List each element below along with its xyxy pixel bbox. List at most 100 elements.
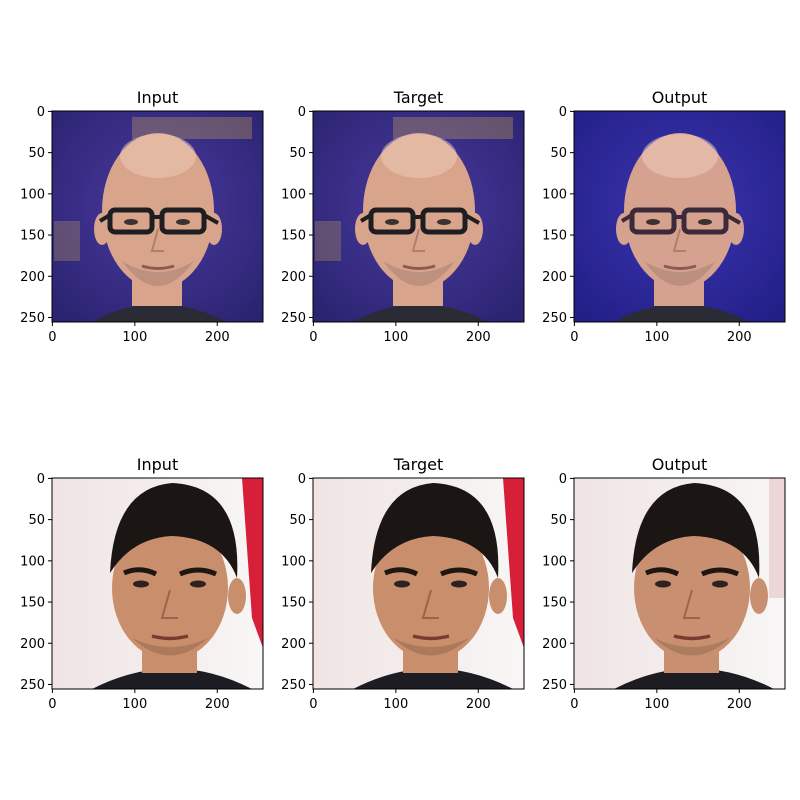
scalp-highlight (642, 134, 718, 178)
x-tick-label: 200 (205, 697, 230, 712)
x-tick-label: 200 (205, 330, 230, 345)
y-tick-label: 100 (542, 187, 567, 202)
panel-output: Output 0 100 200 0 50 100 150 200 250 (542, 455, 786, 712)
face-photo (574, 478, 785, 689)
scalp-highlight (381, 134, 457, 178)
mouth (151, 634, 189, 641)
head (102, 133, 214, 289)
suit (92, 304, 227, 322)
mouth (412, 634, 450, 641)
ear (489, 578, 507, 614)
y-tick-label: 150 (542, 596, 567, 611)
x-tick-label: 200 (466, 697, 491, 712)
head (363, 133, 475, 289)
nose (672, 228, 686, 252)
eyebrow (644, 567, 680, 577)
eyebrow (178, 567, 218, 577)
y-tick-label: 250 (20, 678, 45, 693)
x-tick-label: 100 (122, 697, 147, 712)
y-tick-label: 0 (37, 472, 45, 487)
x-tick-label: 100 (644, 697, 669, 712)
y-tick-label: 150 (20, 229, 45, 244)
eye (451, 580, 467, 588)
glasses-lens (368, 207, 416, 235)
eye (712, 580, 728, 588)
glasses-temple (203, 213, 219, 225)
panel-input: Input 0 100 200 0 50 100 150 200 250 (20, 455, 264, 712)
panel-title: Target (393, 455, 444, 474)
y-tick-label: 150 (20, 596, 45, 611)
beard-stubble (122, 261, 194, 286)
axes-frame (573, 477, 786, 690)
panel-title: Output (652, 455, 708, 474)
mouth (141, 264, 175, 270)
suit (353, 304, 488, 322)
x-tick-label: 200 (727, 697, 752, 712)
x-tick-label: 0 (48, 330, 56, 345)
beard-stubble (132, 638, 208, 656)
mouth (673, 634, 711, 641)
face-photo (313, 111, 524, 322)
axes-frame (51, 477, 264, 690)
backdrop-banner (54, 221, 80, 261)
shirt (92, 668, 252, 689)
nose (411, 228, 425, 252)
eye (698, 219, 712, 225)
x-tick-label: 0 (309, 697, 317, 712)
head (624, 133, 736, 289)
hair (371, 483, 499, 578)
glasses-temple (620, 213, 634, 223)
x-tick-label: 0 (48, 697, 56, 712)
eye (655, 580, 671, 588)
y-tick-label: 100 (281, 554, 306, 569)
y-tick-label: 150 (542, 229, 567, 244)
glasses-lens (107, 207, 155, 235)
nose (160, 589, 178, 619)
y-tick-label: 150 (281, 596, 306, 611)
glasses-temple (359, 213, 373, 223)
y-tick-label: 0 (298, 105, 306, 120)
ear (355, 213, 371, 245)
glasses-temple (725, 213, 741, 225)
eyebrow (383, 567, 419, 577)
panel-title: Input (137, 455, 178, 474)
panel-target: Target 0 100 200 0 50 100 150 200 250 (281, 455, 525, 712)
glasses-lens (681, 207, 729, 235)
backdrop-red (769, 478, 785, 598)
beard-stubble (383, 261, 455, 286)
y-tick-label: 150 (281, 229, 306, 244)
beard-stubble (654, 638, 730, 656)
x-tick-label: 100 (383, 330, 408, 345)
shirt (614, 668, 774, 689)
face-photo (313, 478, 524, 689)
eye (124, 219, 138, 225)
face-photo (574, 111, 785, 322)
eyebrow (122, 567, 158, 577)
y-tick-label: 0 (37, 105, 45, 120)
eye (646, 219, 660, 225)
head (634, 516, 750, 660)
x-tick-label: 200 (727, 330, 752, 345)
axes-frame (312, 477, 525, 690)
y-tick-label: 250 (542, 678, 567, 693)
y-tick-label: 250 (542, 311, 567, 326)
face-photo (52, 478, 263, 689)
nose (421, 589, 439, 619)
ear (94, 213, 110, 245)
backdrop-red (503, 478, 524, 648)
y-tick-label: 200 (281, 637, 306, 652)
y-tick-label: 50 (289, 513, 306, 528)
x-tick-label: 100 (383, 697, 408, 712)
axes-frame (573, 110, 786, 323)
panel-output: Output 0 100 200 0 50 100 150 200 250 (542, 88, 786, 345)
eyebrow (700, 567, 740, 577)
y-tick-label: 250 (20, 311, 45, 326)
x-tick-label: 0 (570, 330, 578, 345)
glasses-lens (420, 207, 468, 235)
y-tick-label: 0 (559, 472, 567, 487)
y-tick-label: 50 (550, 146, 567, 161)
scalp-highlight (120, 134, 196, 178)
axes-frame (312, 110, 525, 323)
panel-title: Input (137, 88, 178, 107)
